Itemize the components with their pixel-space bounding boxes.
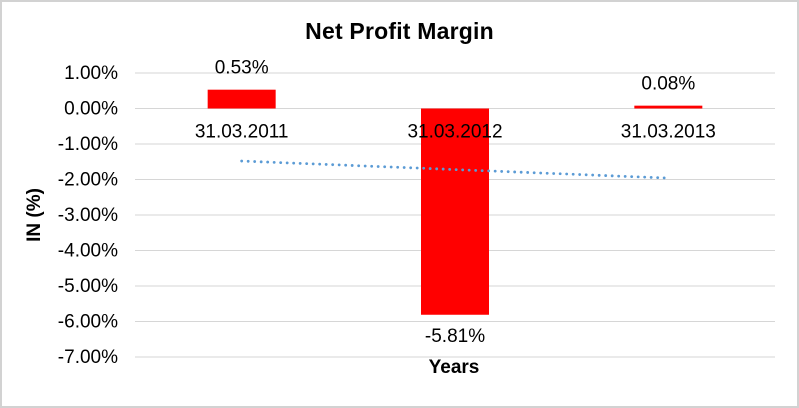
- trendline-dot: [448, 167, 452, 171]
- data-label: 0.08%: [641, 74, 695, 95]
- trendline-dot: [630, 175, 634, 179]
- trendline-dot: [474, 168, 478, 172]
- y-tick-label: -7.00%: [58, 347, 118, 368]
- trendline-dot: [396, 165, 400, 169]
- trendline-dot: [656, 176, 660, 180]
- trendline-dot: [266, 160, 270, 164]
- trendline-dot: [571, 172, 575, 176]
- trendline-dot: [422, 166, 426, 170]
- trendline-dot: [552, 172, 556, 175]
- trendline-dot: [493, 169, 497, 173]
- trendline-dot: [461, 168, 465, 172]
- bar: [207, 89, 276, 109]
- chart-title: Net Profit Margin: [305, 18, 494, 44]
- trendline-dot: [539, 171, 543, 175]
- y-tick-label: -6.00%: [58, 312, 118, 333]
- trendline-dot: [337, 163, 341, 167]
- trendline-dot: [558, 172, 562, 176]
- x-category-label: 31.03.2011: [195, 122, 289, 143]
- bar: [634, 105, 703, 109]
- trendline-dot: [597, 173, 601, 177]
- trendline-dot: [240, 159, 244, 163]
- trendline-dot: [649, 175, 653, 179]
- y-tick-label: 0.00%: [64, 99, 118, 120]
- trendline-dot: [298, 161, 302, 165]
- y-tick-label: -1.00%: [58, 134, 118, 155]
- trendline-dot: [324, 163, 328, 166]
- trendline-dot: [376, 165, 380, 168]
- trendline-dot: [383, 165, 387, 169]
- trendline-dot: [311, 162, 315, 166]
- trendline-dot: [272, 160, 276, 164]
- trendline-dot: [331, 163, 335, 167]
- trendline-dot: [519, 170, 523, 174]
- trendline-dot: [389, 165, 393, 169]
- y-tick-label: -2.00%: [58, 170, 118, 191]
- y-tick-label: -4.00%: [58, 241, 118, 262]
- trendline-dot: [545, 171, 549, 175]
- trendline-dot: [506, 170, 510, 174]
- trendline-dot: [279, 161, 283, 164]
- trendline-dot: [532, 171, 536, 175]
- trendline-dot: [344, 163, 348, 167]
- trendline-dot: [584, 173, 588, 177]
- trendline-dot: [441, 167, 445, 171]
- trendline-dot: [370, 164, 374, 168]
- trendline-dot: [318, 162, 322, 166]
- trendline-dot: [246, 159, 250, 163]
- trendline-dot: [513, 170, 517, 174]
- trendline-dot: [643, 175, 647, 179]
- trendline-dot: [292, 161, 296, 165]
- trendline-dot: [610, 174, 614, 178]
- trendline-dot: [591, 173, 595, 177]
- trendline-dot: [500, 170, 504, 173]
- data-label: 0.53%: [215, 58, 269, 79]
- data-label: -5.81%: [425, 326, 485, 347]
- trendline-dot: [617, 174, 621, 178]
- trendline-dot: [578, 173, 582, 176]
- trendline-dot: [350, 164, 354, 167]
- trendline-dot: [480, 169, 484, 173]
- trendline-dot: [662, 176, 666, 180]
- trendline-dot: [454, 168, 458, 172]
- trendline-dot: [467, 168, 471, 172]
- trendline-dot: [565, 172, 569, 176]
- trendline-dot: [402, 166, 406, 169]
- trendline-dot: [487, 169, 491, 173]
- trendline-dot: [604, 174, 608, 177]
- trendline-dot: [409, 166, 413, 170]
- x-category-label: 31.03.2012: [407, 122, 502, 143]
- trendline-dot: [623, 174, 627, 178]
- trendline-dot: [415, 166, 419, 170]
- x-axis-title: Years: [428, 357, 480, 378]
- trendline-dot: [526, 171, 530, 174]
- trendline-dot: [428, 167, 432, 170]
- trendline-dot: [363, 164, 367, 168]
- y-tick-label: -5.00%: [58, 276, 118, 297]
- y-tick-label: 1.00%: [64, 63, 118, 84]
- bar: [421, 108, 489, 315]
- trendline-dot: [305, 162, 309, 166]
- trendline-dot: [259, 160, 263, 164]
- trendline-dot: [435, 167, 439, 171]
- trendline-dot: [253, 160, 257, 163]
- trendline-dot: [285, 161, 289, 165]
- trendline-dot: [357, 164, 361, 168]
- trendline-dot: [636, 175, 640, 179]
- y-tick-label: -3.00%: [58, 205, 118, 226]
- x-category-label: 31.03.2013: [621, 122, 716, 143]
